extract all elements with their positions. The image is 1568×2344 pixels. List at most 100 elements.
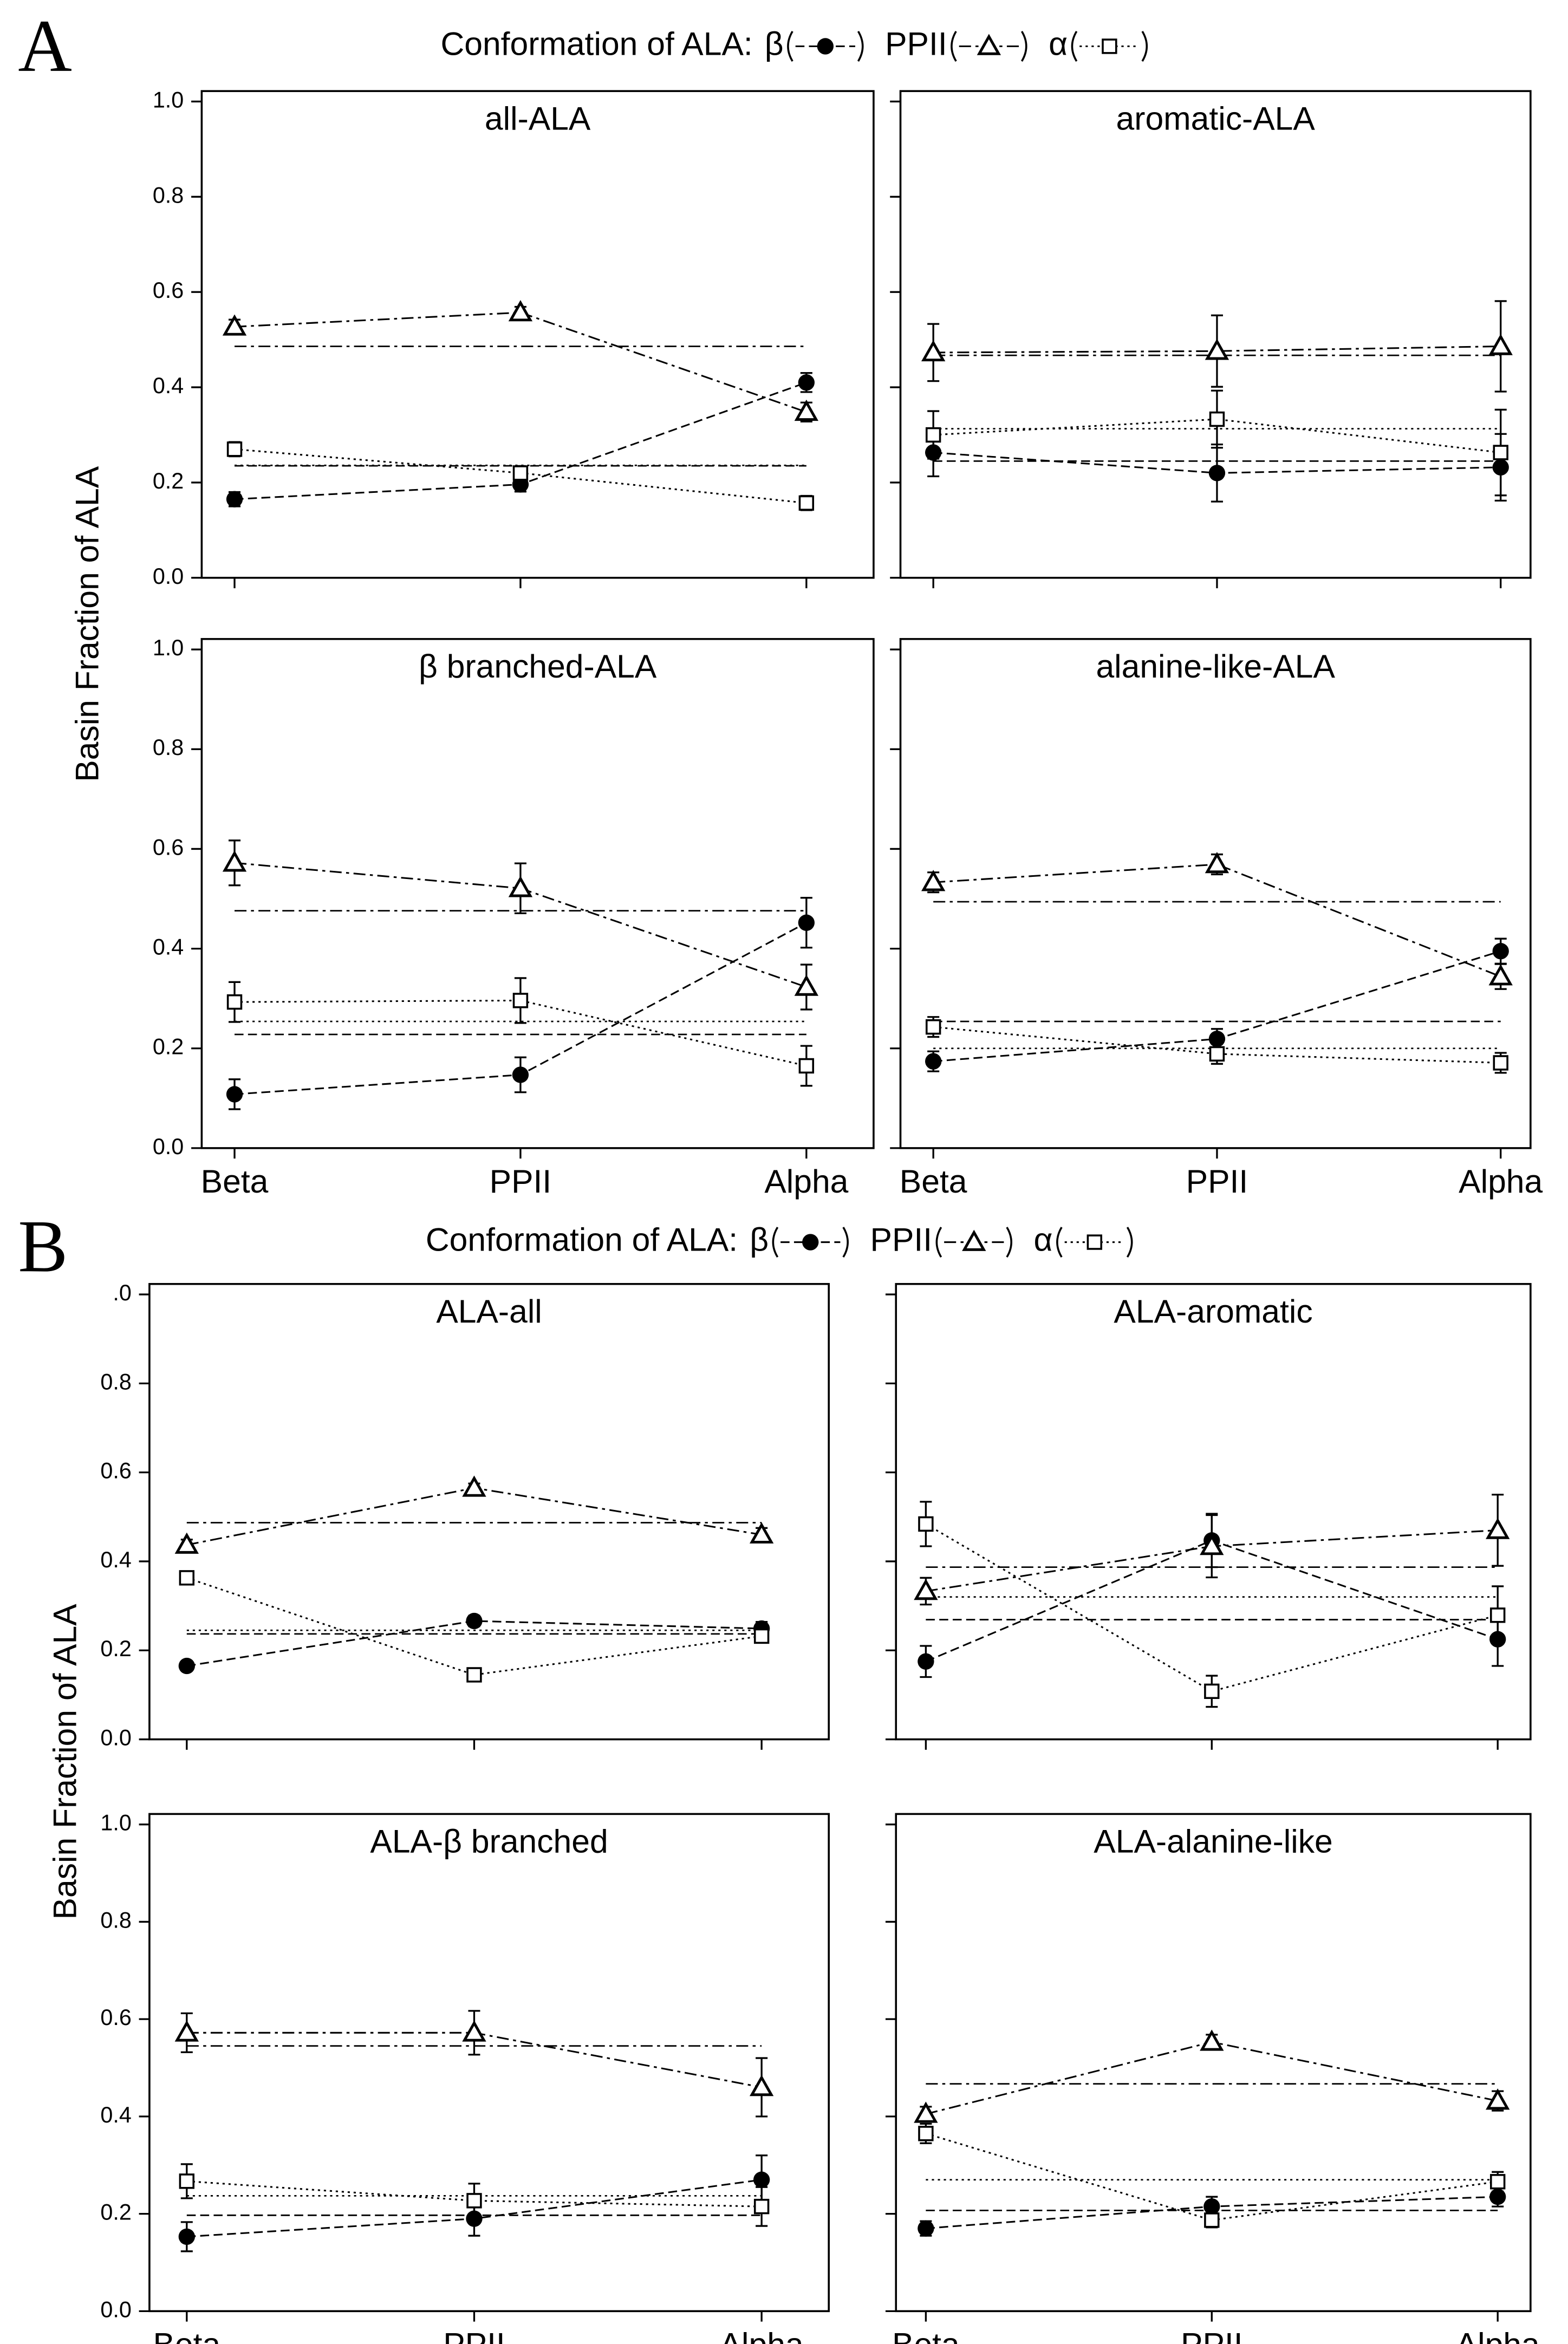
marker (1489, 2189, 1506, 2205)
marker (1205, 338, 1229, 360)
legend-paren (1141, 30, 1148, 62)
legend-label: PPII (870, 1221, 933, 1258)
marker (1486, 2088, 1510, 2110)
marker (921, 870, 946, 891)
marker (178, 1657, 195, 1675)
marker (1493, 445, 1508, 460)
marker (466, 2210, 483, 2227)
series-line (933, 863, 1501, 978)
legend-marker (1086, 1234, 1103, 1250)
x-tick-label: PPII (490, 1163, 552, 1200)
marker (222, 314, 247, 336)
marker (1200, 1534, 1224, 1555)
marker (512, 1066, 529, 1083)
marker (925, 1053, 942, 1070)
marker (749, 2074, 774, 2096)
y-tick-label: .0 (113, 1280, 131, 1305)
y-tick-label: 0.0 (153, 1134, 184, 1159)
marker (1208, 465, 1226, 481)
marker (226, 994, 243, 1010)
marker (798, 1058, 815, 1074)
marker (925, 427, 941, 443)
marker (508, 300, 533, 322)
legend-paren (1056, 1227, 1063, 1258)
panel-label: B (18, 1204, 68, 1287)
marker (918, 2126, 934, 2141)
legend-marker (977, 34, 1001, 55)
marker (1489, 2174, 1506, 2190)
marker (462, 2020, 486, 2042)
marker (462, 1475, 486, 1497)
panel-title: β branched-ALA (419, 648, 657, 685)
marker (1204, 2212, 1220, 2228)
marker (749, 1522, 774, 1544)
marker (178, 2228, 195, 2245)
series-line (926, 2041, 1498, 2115)
legend-paren (842, 1227, 849, 1258)
marker (798, 374, 815, 391)
marker (921, 340, 946, 362)
legend-paren (857, 30, 864, 62)
marker (925, 1019, 941, 1035)
legend-marker (962, 1229, 986, 1251)
y-tick-label: 0.2 (100, 2200, 131, 2225)
marker (1488, 964, 1513, 986)
marker (914, 2101, 938, 2123)
y-tick-label: 0.6 (153, 278, 184, 303)
legend-paren (935, 1227, 942, 1258)
y-tick-label: 1.0 (153, 635, 184, 660)
marker (1200, 2029, 1224, 2051)
y-tick-label: 0.4 (153, 373, 184, 398)
marker (512, 465, 529, 481)
y-axis-label: Basin Fraction of ALA (69, 466, 106, 782)
x-tick-label: Beta (153, 2326, 220, 2344)
marker (179, 1570, 195, 1586)
y-tick-label: 0.4 (100, 1547, 131, 1572)
legend-marker (817, 38, 834, 55)
y-tick-label: 1.0 (153, 87, 184, 112)
marker (918, 2220, 934, 2237)
panel-title: alanine-like-ALA (1096, 648, 1335, 685)
marker (179, 2173, 195, 2189)
panel-label: A (18, 4, 72, 87)
marker (466, 1612, 483, 1630)
marker (798, 914, 815, 931)
panel-title: aromatic-ALA (1116, 100, 1316, 136)
panel-title: ALA-β branched (370, 1823, 608, 1860)
x-tick-label: Alpha (1459, 1163, 1543, 1200)
marker (226, 441, 243, 457)
marker (508, 876, 533, 897)
marker (798, 495, 815, 511)
legend-label: PPII (885, 25, 947, 62)
y-tick-label: 0.8 (153, 735, 184, 760)
y-tick-label: 0.2 (153, 468, 184, 493)
legend-paren (772, 1227, 779, 1258)
legend-title: Conformation of ALA: (426, 1221, 738, 1258)
marker (1209, 1046, 1225, 1062)
marker (1489, 1607, 1506, 1623)
marker (174, 2020, 199, 2042)
legend-label: β (750, 1221, 769, 1258)
x-tick-label: Beta (900, 1163, 967, 1200)
legend-label: α (1034, 1221, 1053, 1258)
x-tick-label: Beta (892, 2326, 960, 2344)
series-line (186, 1577, 762, 1676)
marker (1486, 1518, 1510, 1539)
marker (1204, 1683, 1220, 1700)
marker (466, 1667, 482, 1683)
x-tick-label: PPII (1186, 1163, 1248, 1200)
marker (918, 1516, 934, 1532)
panel-title: all-ALA (485, 100, 591, 136)
marker (753, 2198, 770, 2215)
panel-title: ALA-alanine-like (1094, 1823, 1332, 1860)
y-tick-label: 0.0 (153, 564, 184, 589)
marker (226, 491, 243, 507)
legend-paren (1006, 1227, 1012, 1258)
marker (1492, 943, 1509, 960)
x-tick-label: Alpha (764, 1163, 848, 1200)
x-tick-label: Alpha (720, 2326, 804, 2344)
x-tick-label: PPII (1181, 2326, 1243, 2344)
marker (512, 993, 529, 1008)
